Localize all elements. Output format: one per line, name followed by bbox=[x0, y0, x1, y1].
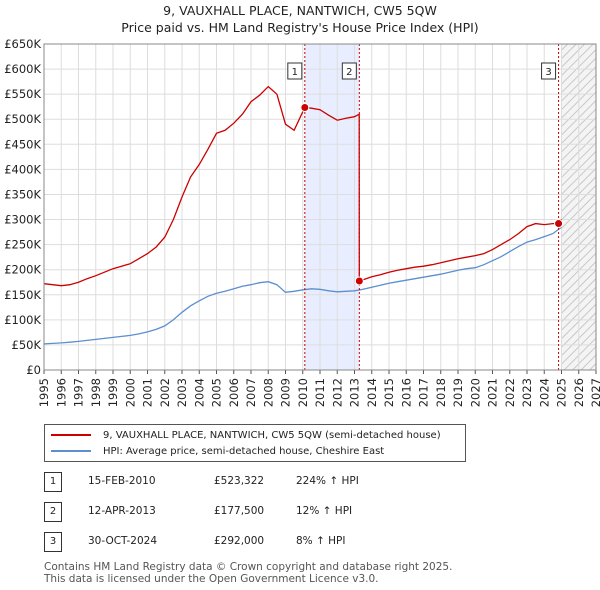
y-tick-label: £400K bbox=[4, 162, 41, 176]
sale-price: £177,500 bbox=[214, 505, 264, 517]
legend-item-hpi: HPI: Average price, semi-detached house,… bbox=[51, 443, 384, 459]
y-tick-label: £100K bbox=[4, 313, 41, 327]
x-tick-label: 2011 bbox=[313, 378, 327, 407]
y-tick-label: £0 bbox=[26, 363, 41, 377]
x-tick-label: 2019 bbox=[451, 378, 465, 407]
sale-date: 15-FEB-2010 bbox=[88, 475, 156, 487]
y-tick-label: £200K bbox=[4, 263, 41, 277]
x-tick-label: 1997 bbox=[72, 378, 86, 407]
sale-date: 12-APR-2013 bbox=[88, 505, 156, 517]
x-tick-label: 1999 bbox=[106, 378, 120, 407]
x-tick-label: 2004 bbox=[192, 378, 206, 407]
legend: 9, VAUXHALL PLACE, NANTWICH, CW5 5QW (se… bbox=[44, 424, 466, 462]
y-tick-label: £550K bbox=[4, 87, 41, 101]
x-tick-label: 2005 bbox=[210, 378, 224, 407]
x-tick-label: 1995 bbox=[37, 378, 51, 407]
x-tick-label: 2013 bbox=[348, 378, 362, 407]
x-tick-label: 2001 bbox=[141, 378, 155, 407]
sale-hpi-change: 12% ↑ HPI bbox=[296, 505, 352, 517]
price-chart: 1 2 3 £0 £50K £100K £150K £200K £250K £300K £350K… bbox=[0, 0, 600, 415]
y-tick-label: £250K bbox=[4, 238, 41, 252]
sale-row-2: 2 12-APR-2013 £177,500 12% ↑ HPI bbox=[44, 502, 444, 522]
y-tick-label: £50K bbox=[12, 338, 42, 352]
y-tick-label: £650K bbox=[4, 37, 41, 51]
x-tick-label: 1998 bbox=[89, 378, 103, 407]
sale-price: £292,000 bbox=[214, 535, 264, 547]
legend-label-property: 9, VAUXHALL PLACE, NANTWICH, CW5 5QW (se… bbox=[103, 430, 441, 441]
x-tick-label: 2021 bbox=[486, 378, 500, 407]
x-tick-label: 2016 bbox=[399, 378, 413, 407]
x-tick-label: 2008 bbox=[261, 378, 275, 407]
x-tick-label: 2014 bbox=[365, 378, 379, 407]
sale-hpi-change: 8% ↑ HPI bbox=[296, 535, 345, 547]
x-tick-label: 2015 bbox=[382, 378, 396, 407]
footer-licence: This data is licensed under the Open Gov… bbox=[44, 573, 379, 585]
sale-hpi-change: 224% ↑ HPI bbox=[296, 475, 359, 487]
sale-badge: 2 bbox=[44, 502, 62, 522]
x-tick-label: 2017 bbox=[417, 378, 431, 407]
legend-label-hpi: HPI: Average price, semi-detached house,… bbox=[103, 446, 384, 457]
legend-swatch-property bbox=[51, 434, 91, 436]
y-tick-label: £450K bbox=[4, 137, 41, 151]
x-tick-label: 2003 bbox=[175, 378, 189, 407]
sale-point bbox=[301, 104, 309, 112]
y-tick-label: £300K bbox=[4, 213, 41, 227]
sale-badge: 3 bbox=[44, 532, 62, 552]
x-tick-label: 1996 bbox=[54, 378, 68, 407]
y-tick-label: £150K bbox=[4, 288, 41, 302]
x-tick-label: 2000 bbox=[123, 378, 137, 407]
x-tick-label: 2020 bbox=[468, 378, 482, 407]
sale-row-1: 1 15-FEB-2010 £523,322 224% ↑ HPI bbox=[44, 472, 444, 492]
x-tick-label: 2012 bbox=[330, 378, 344, 407]
sale-badge: 1 bbox=[44, 472, 62, 492]
sale-price: £523,322 bbox=[214, 475, 264, 487]
x-tick-label: 2022 bbox=[503, 378, 517, 407]
sale-label: 3 bbox=[545, 67, 551, 78]
legend-swatch-hpi bbox=[51, 450, 91, 452]
x-tick-label: 2006 bbox=[227, 378, 241, 407]
x-tick-label: 2002 bbox=[158, 378, 172, 407]
y-tick-label: £500K bbox=[4, 112, 41, 126]
legend-item-property: 9, VAUXHALL PLACE, NANTWICH, CW5 5QW (se… bbox=[51, 427, 441, 443]
x-tick-label: 2009 bbox=[279, 378, 293, 407]
x-tick-label: 2024 bbox=[537, 378, 551, 407]
highlight-band bbox=[305, 44, 360, 370]
y-tick-label: £350K bbox=[4, 187, 41, 201]
sale-point bbox=[555, 220, 563, 228]
y-tick-label: £600K bbox=[4, 62, 41, 76]
footer-copyright: Contains HM Land Registry data © Crown c… bbox=[44, 561, 452, 573]
x-tick-label: 2007 bbox=[244, 378, 258, 407]
sale-label: 1 bbox=[292, 67, 298, 78]
x-tick-label: 2025 bbox=[555, 378, 569, 407]
sale-row-3: 3 30-OCT-2024 £292,000 8% ↑ HPI bbox=[44, 532, 444, 552]
x-tick-label: 2027 bbox=[589, 378, 600, 407]
x-tick-label: 2010 bbox=[296, 378, 310, 407]
x-tick-label: 2026 bbox=[572, 378, 586, 407]
x-tick-label: 2023 bbox=[520, 378, 534, 407]
sale-point bbox=[355, 277, 363, 285]
x-tick-label: 2018 bbox=[434, 378, 448, 407]
sale-date: 30-OCT-2024 bbox=[88, 535, 157, 547]
sale-label: 2 bbox=[346, 67, 352, 78]
